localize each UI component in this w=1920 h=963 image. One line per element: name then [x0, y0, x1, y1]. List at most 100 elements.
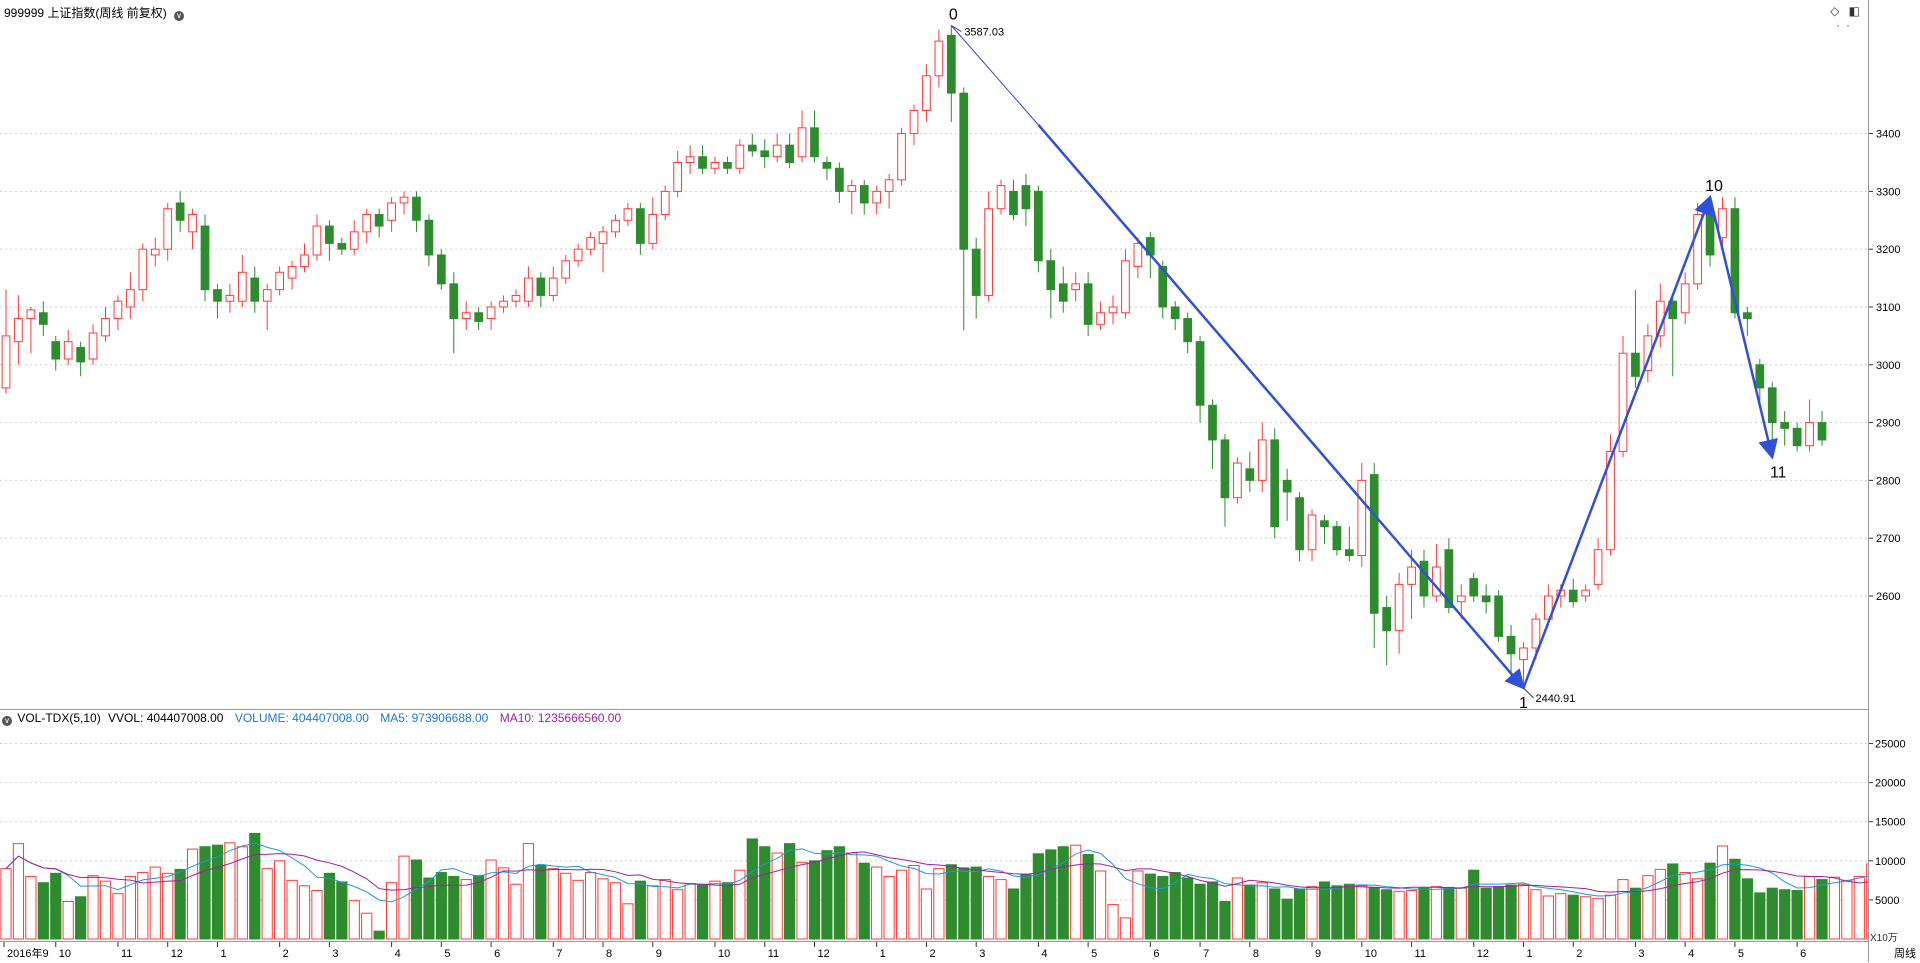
candle-up: [1394, 583, 1404, 632]
volume-bar-up: [361, 912, 373, 940]
candle-up: [486, 306, 496, 320]
diamond-icon[interactable]: ◇: [1830, 4, 1840, 18]
volume-chart[interactable]: [0, 710, 1868, 941]
time-tick-label: 10: [718, 948, 730, 960]
candle-down: [1220, 439, 1230, 499]
time-tick-label: 9: [656, 948, 662, 960]
volume-bar-up: [1866, 863, 1868, 940]
time-tick-label: 3: [1638, 948, 1644, 960]
panel-toggle-icon[interactable]: ◧: [1848, 4, 1860, 18]
candle-up: [262, 289, 272, 302]
right-price-axis: 2600 2700 2800 2900 3000 3100 3200 3300 3400 5000…: [1868, 0, 1920, 962]
volume-bar-up: [1530, 889, 1542, 940]
vol-indicator-name: VOL-TDX(5,10): [17, 711, 101, 725]
candle-down: [200, 225, 210, 291]
candle-down: [1046, 260, 1056, 291]
volume-bar-down: [249, 832, 261, 940]
volume-bar-down: [1281, 898, 1293, 940]
candle-down: [536, 277, 546, 296]
volume-bar-down: [535, 865, 547, 940]
time-tick-label: 5: [444, 948, 450, 960]
volume-chart-panel[interactable]: [0, 710, 1868, 941]
volume-bar-up: [1654, 868, 1666, 940]
candle-down: [51, 341, 61, 360]
candle-up: [872, 190, 882, 204]
volume-bar-down: [821, 850, 833, 940]
price-tick-label: 3400: [1876, 129, 1900, 141]
volume-bar-up: [274, 860, 286, 940]
candle-up: [275, 271, 284, 291]
time-tick-label: 6: [494, 948, 500, 960]
volume-bar-up: [597, 878, 609, 940]
candle-up: [1071, 283, 1081, 291]
volume-bar-up: [734, 869, 746, 940]
candle-up: [126, 289, 135, 308]
volume-bar-up: [1256, 882, 1268, 940]
volume-bar-down: [759, 846, 771, 940]
candle-up: [300, 254, 309, 268]
time-tick-label: 11: [768, 948, 779, 960]
candle-up: [1593, 549, 1603, 585]
volume-bar-down: [1144, 873, 1156, 940]
volume-bar-up: [298, 885, 311, 940]
chevron-down-icon[interactable]: ∨: [2, 716, 12, 726]
candle-up: [561, 260, 571, 279]
volume-bar-up: [1828, 876, 1841, 940]
volume-bar-up: [460, 879, 472, 940]
volume-bar-down: [1219, 900, 1231, 940]
candle-down: [1295, 497, 1304, 551]
candle-up: [237, 271, 247, 302]
volume-bar-down: [696, 883, 709, 940]
volume-bar-up: [1604, 894, 1617, 940]
candle-down: [1767, 387, 1777, 424]
chart-title-row: 999999 上证指数(周线 前复权) ∨: [4, 4, 185, 21]
candle-up: [1121, 260, 1130, 314]
volume-bar-up: [162, 872, 174, 940]
volume-value: VOLUME: 404407008.00: [234, 711, 369, 725]
candle-up: [26, 309, 36, 320]
volume-bar-up: [0, 868, 12, 940]
chevron-down-icon[interactable]: ∨: [174, 11, 185, 21]
volume-bar-down: [1169, 872, 1181, 940]
volume-bar-up: [1642, 875, 1654, 940]
candle-up: [598, 231, 608, 244]
candle-up: [1519, 647, 1528, 661]
volume-bar-up: [883, 875, 895, 940]
volume-bar-up: [647, 885, 659, 940]
candle-up: [113, 300, 123, 320]
candle-down: [1506, 635, 1516, 655]
volume-bar-up: [12, 843, 25, 940]
price-chart-panel[interactable]: 0 1 10 11 3587.03 2440.91: [0, 0, 1868, 710]
volume-bar-up: [1555, 893, 1567, 940]
price-tick-label: 3000: [1876, 360, 1900, 372]
time-tick-label: 12: [1477, 948, 1489, 960]
volume-bar-down: [1754, 892, 1766, 940]
volume-tick-label: 15000: [1875, 817, 1906, 829]
volume-bar-down: [1816, 879, 1828, 940]
price-chart[interactable]: 0 1 10 11 3587.03 2440.91: [0, 0, 1868, 709]
volume-bar-down: [1667, 863, 1679, 940]
candle-up: [710, 161, 720, 169]
time-tick-label: 11: [1415, 948, 1426, 960]
high-pointer: [951, 25, 962, 32]
volume-bar-down: [1007, 888, 1020, 940]
volume-bar-down: [1493, 886, 1505, 940]
volume-bar-up: [995, 879, 1007, 940]
candle-up: [586, 237, 595, 250]
candle-up: [1606, 450, 1615, 551]
time-tick-label: 11: [121, 948, 132, 960]
volume-bar-up: [609, 882, 622, 940]
low-pointer: [1523, 687, 1534, 699]
volume-bar-down: [1318, 881, 1331, 940]
volume-bar-down: [1244, 884, 1256, 940]
period-label[interactable]: 周线: [1894, 948, 1916, 960]
volume-bar-down: [858, 862, 870, 940]
volume-bar-down: [1505, 884, 1517, 940]
time-tick-label: 12: [817, 948, 829, 960]
candle-down: [1320, 520, 1329, 528]
time-axis: 2016年9 10 11 12 1 2 3 4 5 6 7 8 9 10 11 12 1 2 3 4 5 6 7 8 9 10 11…: [0, 941, 1868, 963]
wave-label-1: 1: [1519, 695, 1528, 709]
time-tick-label: 5: [1091, 948, 1097, 960]
ma10-line: [5, 851, 1868, 893]
volume-bar-down: [833, 846, 845, 940]
